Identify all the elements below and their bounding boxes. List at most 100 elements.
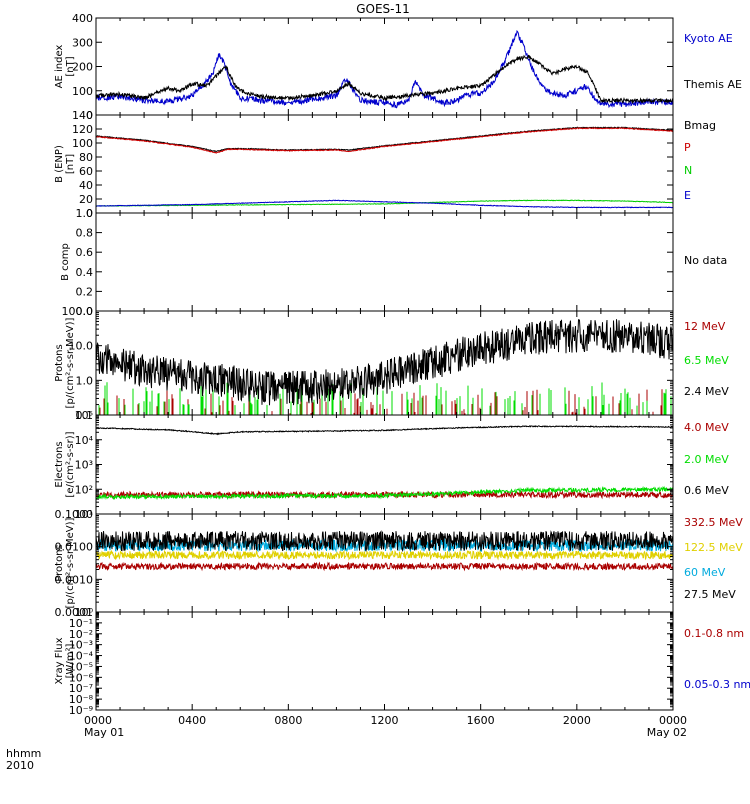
series-protons-low-1 (98, 382, 672, 415)
series-electrons-1 (96, 485, 673, 501)
legend-ae-0: Kyoto AE (684, 32, 733, 45)
y-tick-label-xray: 10⁰ (75, 606, 94, 619)
y-axis-label-ae: AE index[nT] (54, 45, 76, 89)
series-ae-0 (96, 29, 673, 109)
y-tick-label-bfield: 140 (72, 109, 93, 122)
y-tick-label-bcomp: 0.8 (76, 227, 94, 240)
y-tick-label-protons-high: 0.1000 (55, 508, 94, 521)
y-tick-label-xray: 10⁻⁸ (69, 693, 94, 706)
x-tick-label: 1600 (467, 714, 495, 727)
legend-electrons-1: 2.0 MeV (684, 453, 729, 466)
legend-ae-1: Themis AE (683, 78, 742, 91)
y-tick-label-xray: 10⁻¹ (69, 617, 93, 630)
y-axis-label-line: [nT] (65, 154, 76, 174)
panel-electrons: 4.0 MeV 2.0 MeV 0.6 MeV 10¹ 10² 10³ 10⁴ 10⁵ Elec… (54, 409, 729, 521)
y-tick-label-xray: 10⁻⁷ (69, 682, 93, 695)
legend-protons-low-0: 12 MeV (684, 320, 726, 333)
y-axis-label-line: [W/m²] (65, 643, 76, 678)
panel-frame-protons-low (95, 310, 674, 416)
series-bfield-0 (96, 126, 673, 153)
x-tick-label: 0800 (274, 714, 302, 727)
panel-data-bfield (96, 126, 673, 209)
y-axis-label-line: Electrons (54, 441, 65, 487)
panel-xray: 0.1-0.8 nm0.05-0.3 nm10⁻⁹10⁻⁸10⁻⁷10⁻⁶10⁻… (54, 606, 750, 717)
panel-frame-bfield (95, 114, 674, 214)
y-tick-label-protons-high: 0.0100 (55, 541, 94, 554)
legend-xray-1: 0.05-0.3 nm (684, 678, 750, 691)
y-axis-label-bfield: B (ENP)[nT] (54, 145, 76, 183)
x-tick-label: 0400 (178, 714, 206, 727)
y-axis-label-line: B (ENP) (54, 145, 65, 183)
y-tick-label-protons-low: 0.1 (76, 409, 94, 422)
y-tick-label-bfield: 120 (72, 123, 93, 136)
y-tick-label-protons-low: 1.0 (76, 374, 94, 387)
x-date-label: May 02 (647, 726, 687, 739)
y-tick-label-bfield: 0 (86, 207, 93, 220)
y-axis-label-protons-low: Protons[p/(cm²-s-sr-MeV)] (54, 317, 76, 408)
legend-electrons-0: 4.0 MeV (684, 421, 729, 434)
y-tick-label-electrons: 10³ (75, 459, 93, 472)
y-tick-label-xray: 10⁻⁴ (69, 650, 94, 663)
y-tick-label-ae: 300 (72, 36, 93, 49)
series-protons-high-3 (96, 530, 673, 553)
y-tick-label-electrons: 10² (75, 483, 93, 496)
y-axis-label-electrons: Electrons[e/(cm²-s-sr)] (54, 431, 76, 497)
y-tick-label-xray: 10⁻⁹ (69, 704, 93, 717)
legend-protons-high-2: 60 MeV (684, 566, 726, 579)
y-axis-label-line: Protons (54, 344, 65, 381)
panel-data-protons-high (96, 530, 673, 572)
y-tick-label-bfield: 20 (79, 193, 93, 206)
series-protons-low-2 (96, 319, 673, 406)
y-tick-label-xray: 10⁻³ (69, 639, 93, 652)
y-tick-label-ae: 100 (72, 85, 93, 98)
x-axis-label-hhmm: hhmm (6, 747, 41, 760)
legend-protons-high-0: 332.5 MeV (684, 516, 743, 529)
y-tick-label-bfield: 100 (72, 137, 93, 150)
legend-electrons-2: 0.6 MeV (684, 484, 729, 497)
y-tick-label-ae: 0 (86, 109, 93, 122)
chart-title: GOES-11 (356, 2, 410, 16)
y-axis-label-bcomp: B comp (60, 243, 71, 281)
panel-ae: Kyoto AE Themis AE 0 100 200 300 400 AE index[n… (54, 12, 742, 122)
x-tick-label: 2000 (563, 714, 591, 727)
y-axis-label-line: [p/(cm²-s-sr-MeV)] (65, 317, 76, 408)
x-date-label: May 01 (84, 726, 124, 739)
series-bfield-2 (96, 199, 673, 207)
y-tick-label-electrons: 10⁴ (75, 434, 94, 447)
y-tick-label-xray: 10⁻² (69, 628, 93, 641)
y-tick-label-bcomp: 1.0 (76, 207, 94, 220)
series-protons-high-1 (96, 549, 673, 561)
legend-bcomp-0: No data (684, 254, 727, 267)
panel-protons-high: 332.5 MeV 122.5 MeV 60 MeV 27.5 MeV 0.0001 0.… (54, 508, 743, 619)
y-tick-label-xray: 10⁻⁶ (69, 671, 94, 684)
y-axis-label-line: [nT] (65, 56, 76, 76)
y-tick-label-electrons: 10⁵ (75, 409, 93, 422)
series-protons-high-0 (96, 561, 673, 572)
y-tick-label-bcomp: 0.6 (76, 246, 94, 259)
x-tick-label: 1200 (371, 714, 399, 727)
x-axis-label-year: 2010 (6, 759, 34, 772)
series-ae-1 (96, 54, 673, 105)
series-electrons-2 (96, 424, 673, 436)
y-axis-label-line: B comp (60, 243, 71, 281)
series-protons-low-0 (99, 389, 672, 415)
panel-data-electrons (96, 424, 673, 501)
y-tick-label-protons-high: 0.0010 (55, 573, 94, 586)
legend-protons-low-2: 2.4 MeV (684, 385, 729, 398)
legend-protons-high-3: 27.5 MeV (684, 588, 736, 601)
panel-data-protons-low (96, 319, 673, 415)
legend-bfield-2: N (684, 164, 692, 177)
y-axis-label-line: [p/(cm²-s-sr-MeV)] (65, 517, 76, 608)
y-tick-label-protons-high: 0.0001 (55, 606, 94, 619)
y-tick-label-bfield: 40 (79, 179, 93, 192)
panel-frame-xray (95, 611, 674, 711)
legend-protons-high-1: 122.5 MeV (684, 541, 743, 554)
y-axis-label-line: Protons (54, 544, 65, 581)
y-tick-label-bfield: 80 (79, 151, 93, 164)
y-tick-label-bcomp: 0.2 (76, 285, 94, 298)
panel-data-ae (96, 29, 673, 109)
